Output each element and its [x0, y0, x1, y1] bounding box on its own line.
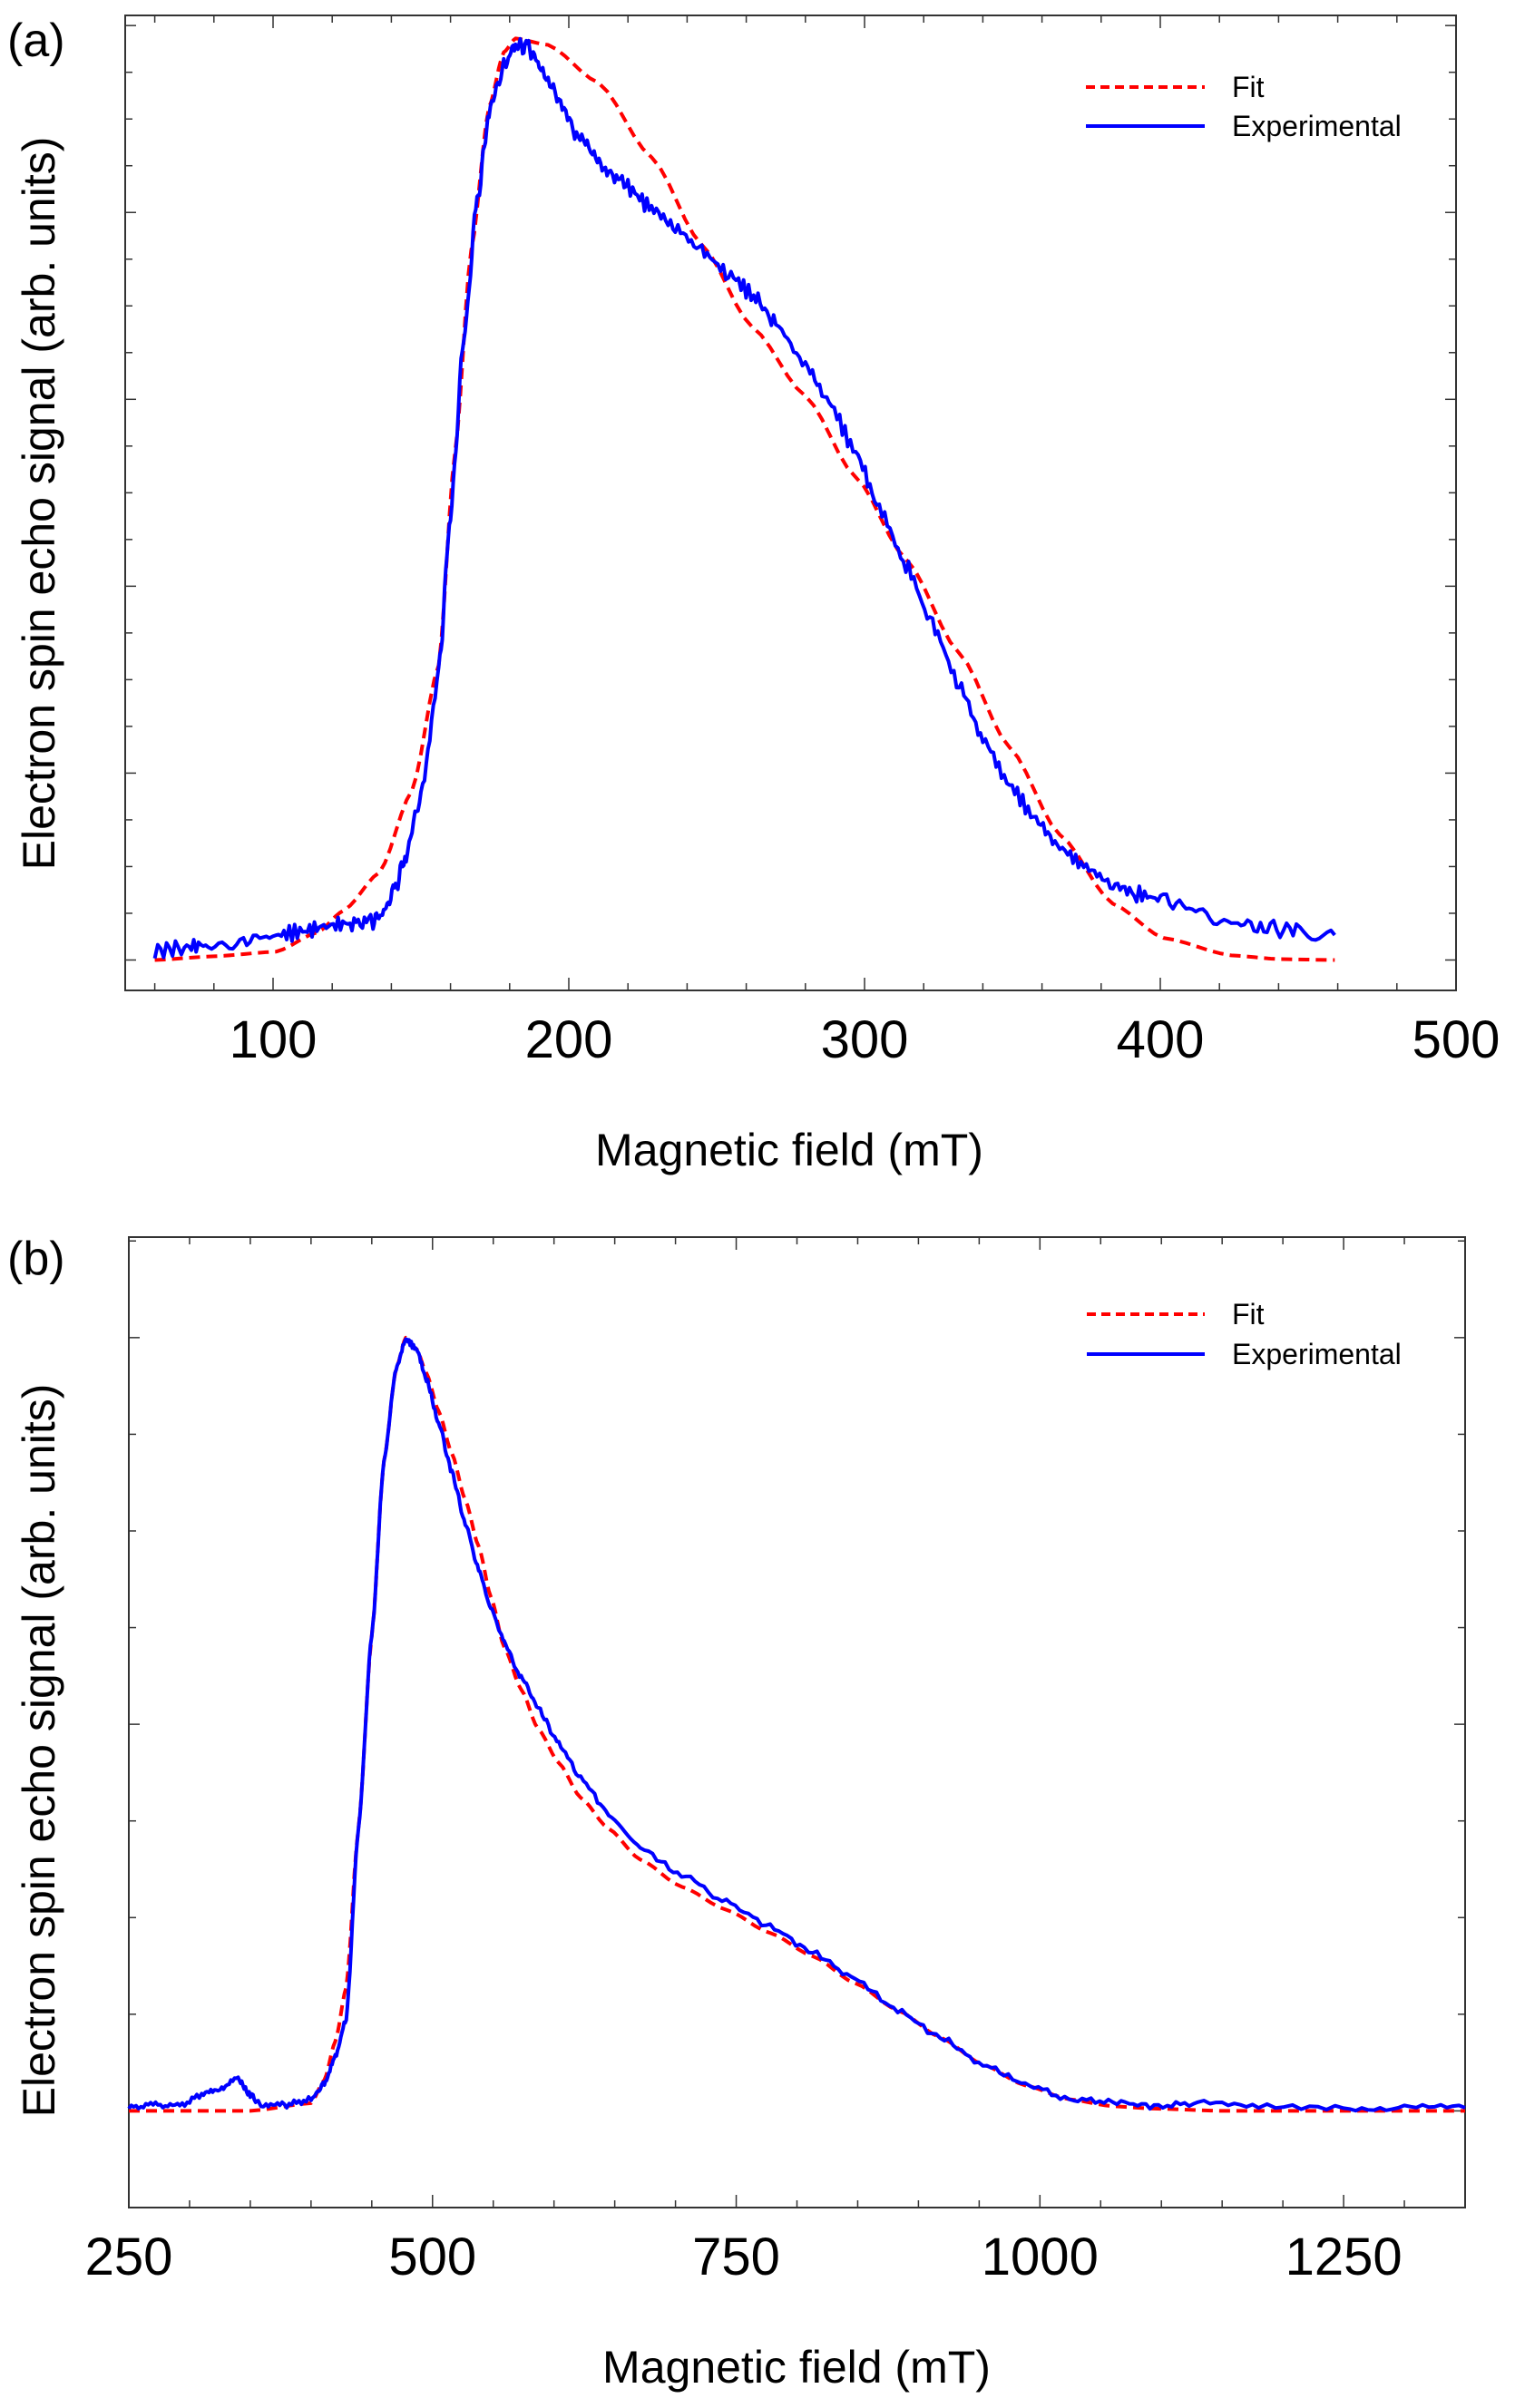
panel-label-b: (b)	[7, 1233, 65, 1285]
y-axis-title-a: Electron spin echo signal (arb. units)	[14, 137, 64, 871]
y-axis-title-b: Electron spin echo signal (arb. units)	[14, 1384, 64, 2118]
x-tick-label-b: 250	[85, 2228, 173, 2286]
x-tick-label-b: 1250	[1285, 2228, 1403, 2286]
panel-a: (a) Electron spin echo signal (arb. unit…	[7, 15, 1500, 1175]
fit-line-a	[154, 36, 1335, 962]
panel-label-a: (a)	[7, 15, 65, 67]
x-tick-label-a: 300	[821, 1010, 909, 1069]
x-tick-label-b: 500	[388, 2228, 476, 2286]
plot-area-b: 250 500 750 1000 1250	[85, 1236, 1466, 2286]
x-tick-label-b: 1000	[982, 2228, 1099, 2286]
x-tick-label-a: 200	[525, 1010, 613, 1069]
legend-experimental-label-a: Experimental	[1232, 110, 1402, 142]
legend-experimental-label-b: Experimental	[1232, 1338, 1402, 1370]
x-tick-label-a: 100	[230, 1010, 318, 1069]
x-tick-label-b: 750	[692, 2228, 780, 2286]
legend-b: Fit Experimental	[1087, 1298, 1402, 1370]
x-axis-title-a: Magnetic field (mT)	[595, 1125, 983, 1175]
legend-fit-label-b: Fit	[1232, 1298, 1265, 1331]
panel-b: (b) Electron spin echo signal (arb. unit…	[7, 1233, 1466, 2393]
legend-a: Fit Experimental	[1086, 71, 1402, 142]
x-tick-label-a: 400	[1117, 1010, 1205, 1069]
experimental-line-a	[152, 36, 1336, 960]
fit-line-b	[129, 1335, 1465, 2113]
x-tick-label-a: 500	[1412, 1010, 1500, 1069]
x-axis-title-b: Magnetic field (mT)	[602, 2342, 991, 2393]
legend-fit-label-a: Fit	[1232, 71, 1265, 103]
experimental-line-b	[127, 1337, 1466, 2113]
plot-frame-a	[124, 15, 1457, 991]
plot-area-a: 100 200 300 400 500	[124, 15, 1500, 1069]
